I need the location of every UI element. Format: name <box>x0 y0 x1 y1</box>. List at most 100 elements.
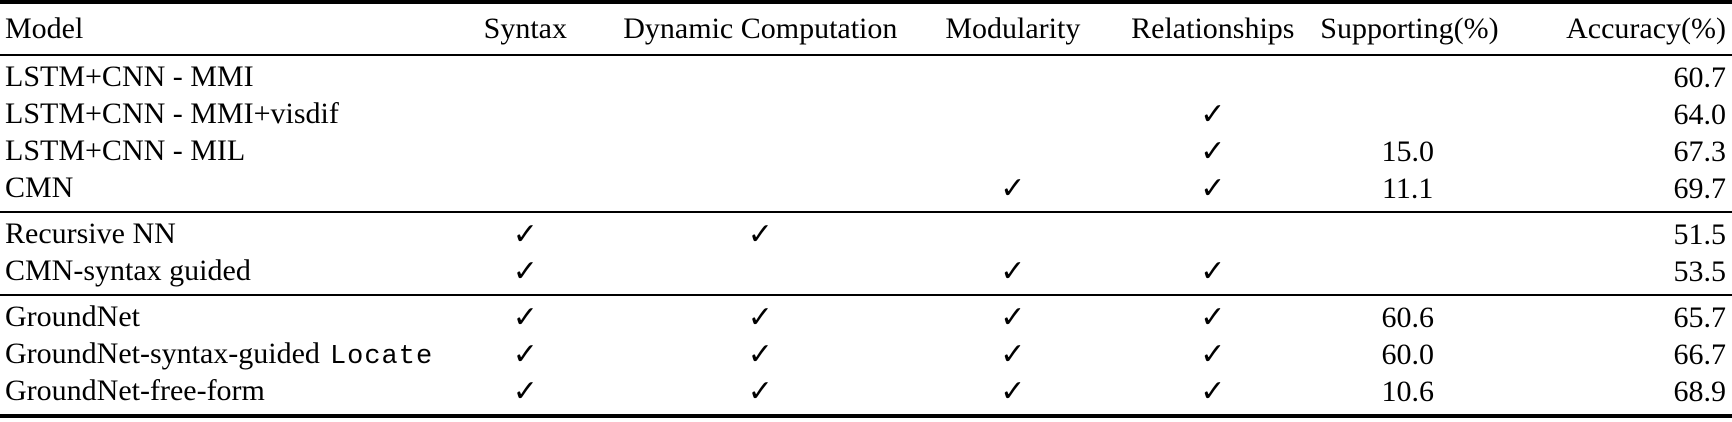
relationships-check-cell <box>1105 212 1320 253</box>
model-name-mono: Locate <box>329 342 434 372</box>
dynamic-computation-check-cell <box>600 133 920 170</box>
dynamic-computation-check-cell: ✓ <box>600 336 920 373</box>
checkmark-icon: ✓ <box>747 299 773 335</box>
checkmark-icon: ✓ <box>1000 336 1026 372</box>
supporting-value-cell <box>1320 96 1495 133</box>
relationships-check-cell: ✓ <box>1105 373 1320 416</box>
model-name-cell: CMN-syntax guided <box>0 253 450 295</box>
model-name: GroundNet <box>5 300 140 333</box>
dynamic-computation-check-cell <box>600 253 920 295</box>
supporting-value-cell: 60.0 <box>1381 337 1434 371</box>
checkmark-icon: ✓ <box>1000 170 1026 206</box>
modularity-check-cell: ✓ <box>920 373 1105 416</box>
model-name: LSTM+CNN - MMI <box>5 60 254 93</box>
model-name: GroundNet-free-form <box>5 374 265 407</box>
checkmark-icon: ✓ <box>1200 299 1226 335</box>
checkmark-icon: ✓ <box>512 299 538 335</box>
checkmark-icon: ✓ <box>1200 170 1226 206</box>
model-name: LSTM+CNN - MIL <box>5 134 246 167</box>
model-name-cell: CMN <box>0 170 450 212</box>
column-header-relationships: Relationships <box>1131 12 1295 45</box>
relationships-check-cell <box>1105 55 1320 96</box>
table-row: GroundNet-free-form ✓ ✓ ✓ ✓ 10.6 68.9 <box>0 373 1732 416</box>
checkmark-icon: ✓ <box>1000 253 1026 289</box>
modularity-check-cell: ✓ <box>920 295 1105 336</box>
accuracy-value-cell: 51.5 <box>1673 217 1727 251</box>
column-header-modularity: Modularity <box>945 12 1081 45</box>
table-row: GroundNet ✓ ✓ ✓ ✓ 60.6 65.7 <box>0 295 1732 336</box>
model-name-cell: LSTM+CNN - MMI+visdif <box>0 96 450 133</box>
table-row: Recursive NN ✓ ✓ 51.5 <box>0 212 1732 253</box>
supporting-value-cell: 10.6 <box>1381 374 1434 408</box>
model-name-cell: GroundNet <box>0 295 450 336</box>
modularity-check-cell <box>920 133 1105 170</box>
checkmark-icon: ✓ <box>512 373 538 409</box>
syntax-check-cell: ✓ <box>450 373 600 416</box>
checkmark-icon: ✓ <box>747 373 773 409</box>
checkmark-icon: ✓ <box>512 253 538 289</box>
checkmark-icon: ✓ <box>1200 253 1226 289</box>
syntax-check-cell <box>450 133 600 170</box>
accuracy-value-cell: 68.9 <box>1673 374 1727 408</box>
checkmark-icon: ✓ <box>1000 373 1026 409</box>
relationships-check-cell: ✓ <box>1105 133 1320 170</box>
accuracy-value-cell: 67.3 <box>1673 134 1727 168</box>
checkmark-icon: ✓ <box>1200 336 1226 372</box>
checkmark-icon: ✓ <box>747 216 773 252</box>
relationships-check-cell: ✓ <box>1105 336 1320 373</box>
checkmark-icon: ✓ <box>1200 373 1226 409</box>
table-row: GroundNet-syntax-guided Locate ✓ ✓ ✓ ✓ 60… <box>0 336 1732 373</box>
relationships-check-cell: ✓ <box>1105 295 1320 336</box>
checkmark-icon: ✓ <box>747 336 773 372</box>
dynamic-computation-check-cell <box>600 55 920 96</box>
syntax-check-cell <box>450 55 600 96</box>
syntax-check-cell <box>450 96 600 133</box>
supporting-value-cell: 60.6 <box>1381 300 1434 334</box>
model-name: GroundNet-syntax-guided <box>5 337 320 370</box>
dynamic-computation-check-cell: ✓ <box>600 373 920 416</box>
table-row: LSTM+CNN - MMI+visdif ✓ 64.0 <box>0 96 1732 133</box>
table-header: Model Syntax Dynamic Computation Modular… <box>0 2 1732 55</box>
accuracy-value-cell: 60.7 <box>1673 60 1727 94</box>
dynamic-computation-check-cell: ✓ <box>600 212 920 253</box>
dynamic-computation-check-cell <box>600 96 920 133</box>
accuracy-value-cell: 53.5 <box>1673 254 1727 288</box>
modularity-check-cell <box>920 212 1105 253</box>
supporting-value-cell: 15.0 <box>1381 134 1434 168</box>
column-header-dynamic-computation: Dynamic Computation <box>623 12 898 45</box>
syntax-check-cell: ✓ <box>450 336 600 373</box>
table-row: CMN ✓ ✓ 11.1 69.7 <box>0 170 1732 212</box>
table-section-baselines: LSTM+CNN - MMI 60.7 LSTM+CNN - MMI+visdi… <box>0 55 1732 212</box>
accuracy-value-cell: 64.0 <box>1673 97 1727 131</box>
checkmark-icon: ✓ <box>1200 96 1226 132</box>
model-name-cell: LSTM+CNN - MIL <box>0 133 450 170</box>
modularity-check-cell: ✓ <box>920 253 1105 295</box>
column-header-model: Model <box>5 12 84 45</box>
relationships-check-cell: ✓ <box>1105 96 1320 133</box>
accuracy-value-cell: 69.7 <box>1673 171 1727 205</box>
model-name: CMN-syntax guided <box>5 254 251 287</box>
supporting-value-cell: 11.1 <box>1382 171 1434 205</box>
syntax-check-cell: ✓ <box>450 212 600 253</box>
checkmark-icon: ✓ <box>1200 133 1226 169</box>
checkmark-icon: ✓ <box>512 216 538 252</box>
table-row: CMN-syntax guided ✓ ✓ ✓ 53.5 <box>0 253 1732 295</box>
model-name: Recursive NN <box>5 217 176 250</box>
model-name-cell: GroundNet-syntax-guided Locate <box>0 336 450 373</box>
modularity-check-cell <box>920 55 1105 96</box>
syntax-check-cell <box>450 170 600 212</box>
table-section-syntax-baselines: Recursive NN ✓ ✓ 51.5 CMN-syntax guided … <box>0 212 1732 295</box>
relationships-check-cell: ✓ <box>1105 170 1320 212</box>
column-header-syntax: Syntax <box>483 12 567 45</box>
table-row: LSTM+CNN - MMI 60.7 <box>0 55 1732 96</box>
model-name-cell: GroundNet-free-form <box>0 373 450 416</box>
dynamic-computation-check-cell <box>600 170 920 212</box>
model-name-cell: LSTM+CNN - MMI <box>0 55 450 96</box>
column-header-supporting: Supporting(%) <box>1320 12 1499 45</box>
supporting-value-cell <box>1320 55 1495 96</box>
model-name: LSTM+CNN - MMI+visdif <box>5 97 339 130</box>
syntax-check-cell: ✓ <box>450 295 600 336</box>
relationships-check-cell: ✓ <box>1105 253 1320 295</box>
modularity-check-cell: ✓ <box>920 170 1105 212</box>
